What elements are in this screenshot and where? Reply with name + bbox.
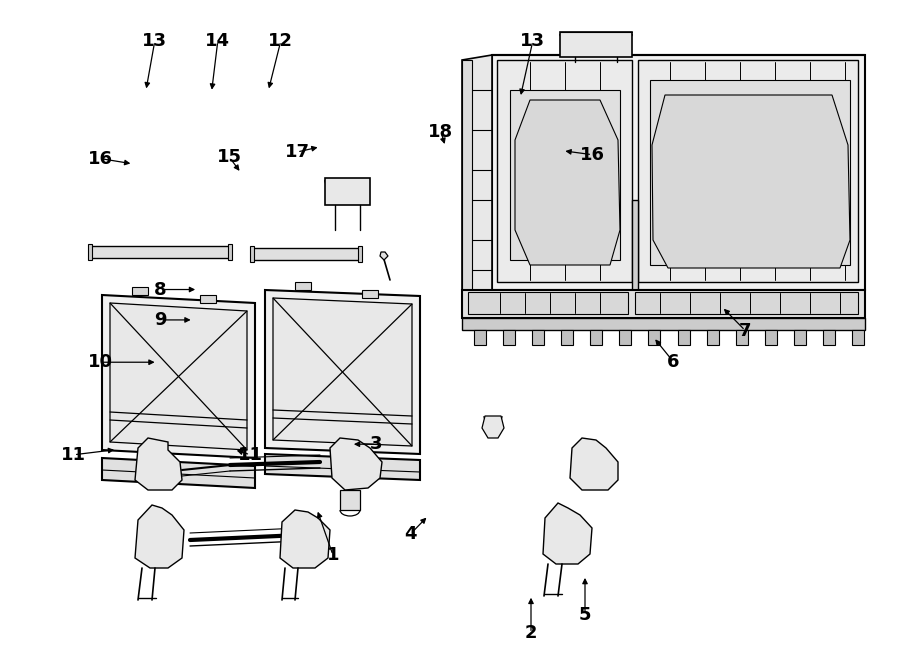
Polygon shape bbox=[90, 246, 230, 258]
Polygon shape bbox=[560, 32, 632, 57]
Polygon shape bbox=[252, 248, 360, 260]
Polygon shape bbox=[650, 80, 850, 265]
Text: 18: 18 bbox=[428, 123, 454, 141]
Polygon shape bbox=[380, 252, 388, 260]
Polygon shape bbox=[706, 330, 718, 345]
Text: 11: 11 bbox=[61, 446, 86, 464]
Polygon shape bbox=[515, 100, 620, 265]
Polygon shape bbox=[619, 330, 632, 345]
Polygon shape bbox=[492, 55, 865, 290]
Polygon shape bbox=[462, 290, 865, 318]
Polygon shape bbox=[358, 246, 362, 262]
Polygon shape bbox=[132, 287, 148, 295]
Polygon shape bbox=[88, 244, 92, 260]
Polygon shape bbox=[570, 438, 618, 490]
Text: 14: 14 bbox=[205, 32, 230, 50]
Text: 16: 16 bbox=[580, 145, 605, 164]
Polygon shape bbox=[462, 318, 865, 330]
Polygon shape bbox=[532, 330, 544, 345]
Polygon shape bbox=[765, 330, 777, 345]
Polygon shape bbox=[102, 458, 255, 488]
Polygon shape bbox=[649, 330, 661, 345]
Polygon shape bbox=[735, 330, 748, 345]
Text: 7: 7 bbox=[739, 321, 752, 340]
Polygon shape bbox=[638, 60, 858, 282]
Polygon shape bbox=[497, 60, 632, 282]
Text: 11: 11 bbox=[238, 446, 263, 464]
Polygon shape bbox=[503, 330, 515, 345]
Polygon shape bbox=[295, 282, 311, 290]
Polygon shape bbox=[200, 295, 216, 303]
Polygon shape bbox=[468, 292, 628, 314]
Text: 17: 17 bbox=[284, 143, 310, 161]
Polygon shape bbox=[652, 95, 850, 268]
Polygon shape bbox=[135, 438, 182, 490]
Text: 13: 13 bbox=[142, 32, 167, 50]
Polygon shape bbox=[474, 330, 486, 345]
Text: 12: 12 bbox=[268, 32, 293, 50]
Text: 10: 10 bbox=[88, 353, 113, 371]
Polygon shape bbox=[273, 298, 412, 446]
Text: 16: 16 bbox=[88, 149, 113, 168]
Polygon shape bbox=[340, 490, 360, 510]
Polygon shape bbox=[135, 505, 184, 568]
Polygon shape bbox=[823, 330, 835, 345]
Polygon shape bbox=[852, 330, 864, 345]
Polygon shape bbox=[590, 330, 602, 345]
Text: 8: 8 bbox=[154, 280, 166, 299]
Polygon shape bbox=[482, 416, 504, 438]
Polygon shape bbox=[632, 200, 638, 290]
Polygon shape bbox=[794, 330, 806, 345]
Polygon shape bbox=[325, 178, 370, 205]
Polygon shape bbox=[265, 290, 420, 454]
Polygon shape bbox=[510, 90, 620, 260]
Polygon shape bbox=[462, 60, 472, 310]
Polygon shape bbox=[102, 295, 255, 458]
Text: 2: 2 bbox=[525, 624, 537, 642]
Text: 5: 5 bbox=[579, 605, 591, 624]
Polygon shape bbox=[228, 244, 232, 260]
Polygon shape bbox=[330, 438, 382, 490]
Text: 13: 13 bbox=[520, 32, 545, 50]
Polygon shape bbox=[362, 290, 378, 298]
Text: 15: 15 bbox=[217, 148, 242, 167]
Polygon shape bbox=[635, 292, 858, 314]
Text: 1: 1 bbox=[327, 546, 339, 564]
Polygon shape bbox=[250, 246, 254, 262]
Polygon shape bbox=[462, 55, 492, 310]
Text: 9: 9 bbox=[154, 311, 166, 329]
Text: 4: 4 bbox=[404, 525, 417, 543]
Polygon shape bbox=[543, 503, 592, 564]
Text: 3: 3 bbox=[370, 435, 382, 453]
Polygon shape bbox=[562, 330, 573, 345]
Polygon shape bbox=[678, 330, 689, 345]
Polygon shape bbox=[110, 303, 247, 450]
Text: 6: 6 bbox=[667, 352, 680, 371]
Polygon shape bbox=[265, 454, 420, 480]
Polygon shape bbox=[280, 510, 330, 568]
